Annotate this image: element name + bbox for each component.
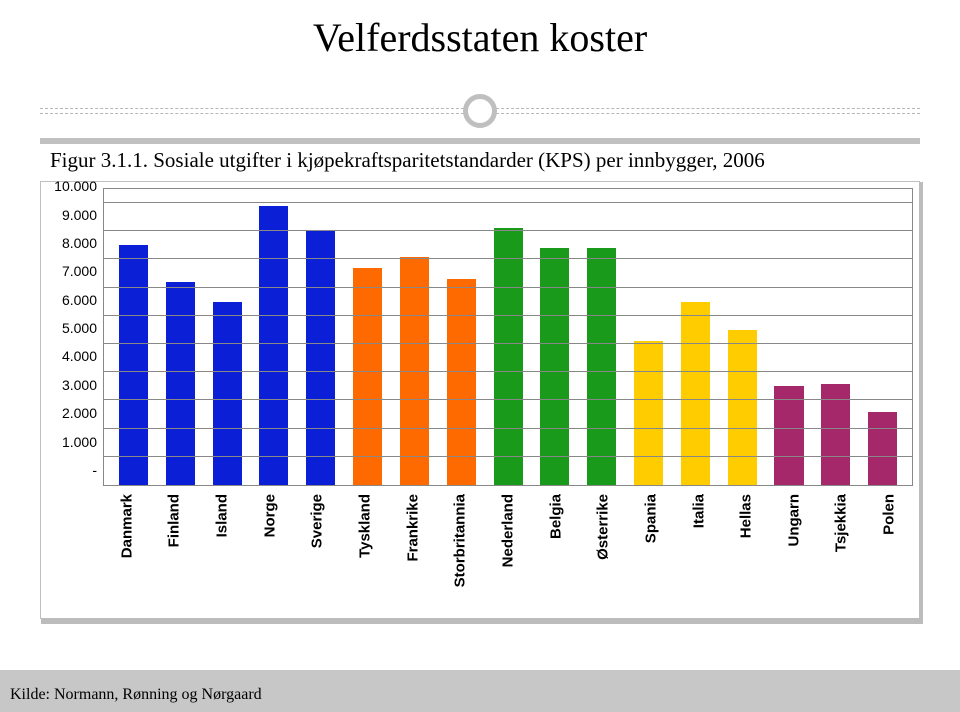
bar-slot [531, 189, 578, 485]
bar-chart: - 1.000 2.000 3.000 4.000 5.000 6.000 7.000 8.00… [40, 181, 920, 619]
y-tick-label: 6.000 [62, 292, 97, 308]
x-tick-label: Danmark [118, 494, 135, 558]
y-tick-label: 10.000 [54, 178, 97, 194]
bar-slot [344, 189, 391, 485]
bar-slot [719, 189, 766, 485]
x-tick-label: Polen [881, 494, 898, 535]
x-tick-label: Italia [690, 494, 707, 528]
footer: Kilde: Normann, Rønning og Nørgaard [0, 670, 960, 712]
x-tick-label: Ungarn [785, 494, 802, 547]
bar [681, 302, 710, 485]
bar [540, 248, 569, 485]
slide-title: Velferdsstaten koster [0, 0, 960, 61]
y-tick-label: 5.000 [62, 320, 97, 336]
x-tick-label: Tyskland [357, 494, 374, 558]
y-tick-label: 7.000 [62, 263, 97, 279]
plot-area [103, 188, 913, 486]
bar [166, 282, 195, 485]
y-tick-label: 8.000 [62, 235, 97, 251]
bar [868, 412, 897, 485]
bar-slot [250, 189, 297, 485]
bar-slot [766, 189, 813, 485]
bar [119, 245, 148, 485]
x-tick-label: Norge [261, 494, 278, 537]
x-tick-label: Finland [166, 494, 183, 547]
x-tick-label: Tsjekkia [833, 494, 850, 552]
x-tick-label: Island [214, 494, 231, 537]
bar [494, 228, 523, 485]
y-tick-label: 4.000 [62, 348, 97, 364]
title-divider [0, 94, 960, 134]
bar-slot [672, 189, 719, 485]
bar [728, 330, 757, 485]
bar [634, 341, 663, 485]
x-axis: Danmark Finland Island Norge Sverige Tyskland… [47, 486, 913, 614]
x-tick-label: Frankrike [404, 494, 421, 562]
bar [213, 302, 242, 485]
y-tick-label: 3.000 [62, 377, 97, 393]
bar-slot [157, 189, 204, 485]
bar-slot [110, 189, 157, 485]
bar [587, 248, 616, 485]
y-tick-label: 2.000 [62, 405, 97, 421]
bar [774, 386, 803, 485]
bar-slot [485, 189, 532, 485]
bar [447, 279, 476, 485]
bar-slot [438, 189, 485, 485]
bar-slot [391, 189, 438, 485]
x-tick-label: Sverige [309, 494, 326, 548]
x-tick-label: Belgia [547, 494, 564, 539]
y-tick-label: - [92, 462, 97, 478]
bar-slot [625, 189, 672, 485]
bar [306, 231, 335, 485]
figure-caption: Figur 3.1.1. Sosiale utgifter i kjøpekra… [40, 144, 920, 181]
bar-slot [578, 189, 625, 485]
figure: Figur 3.1.1. Sosiale utgifter i kjøpekra… [40, 144, 920, 619]
x-tick-label: Nederland [499, 494, 516, 567]
bar [259, 206, 288, 485]
bar-slot [812, 189, 859, 485]
source-text: Kilde: Normann, Rønning og Nørgaard [10, 686, 262, 704]
bar-slot [297, 189, 344, 485]
bar-slot [859, 189, 906, 485]
x-tick-label: Hellas [738, 494, 755, 538]
slide: Velferdsstaten koster Figur 3.1.1. Sosia… [0, 0, 960, 712]
x-tick-label: Storbritannia [452, 494, 469, 587]
y-tick-label: 1.000 [62, 434, 97, 450]
x-tick-label: Spania [642, 494, 659, 543]
y-tick-label: 9.000 [62, 207, 97, 223]
ring-icon [463, 94, 497, 128]
bar-slot [204, 189, 251, 485]
y-axis: - 1.000 2.000 3.000 4.000 5.000 6.000 7.000 8.00… [47, 188, 103, 486]
bar [353, 268, 382, 485]
x-tick-label: Østerrike [595, 494, 612, 560]
